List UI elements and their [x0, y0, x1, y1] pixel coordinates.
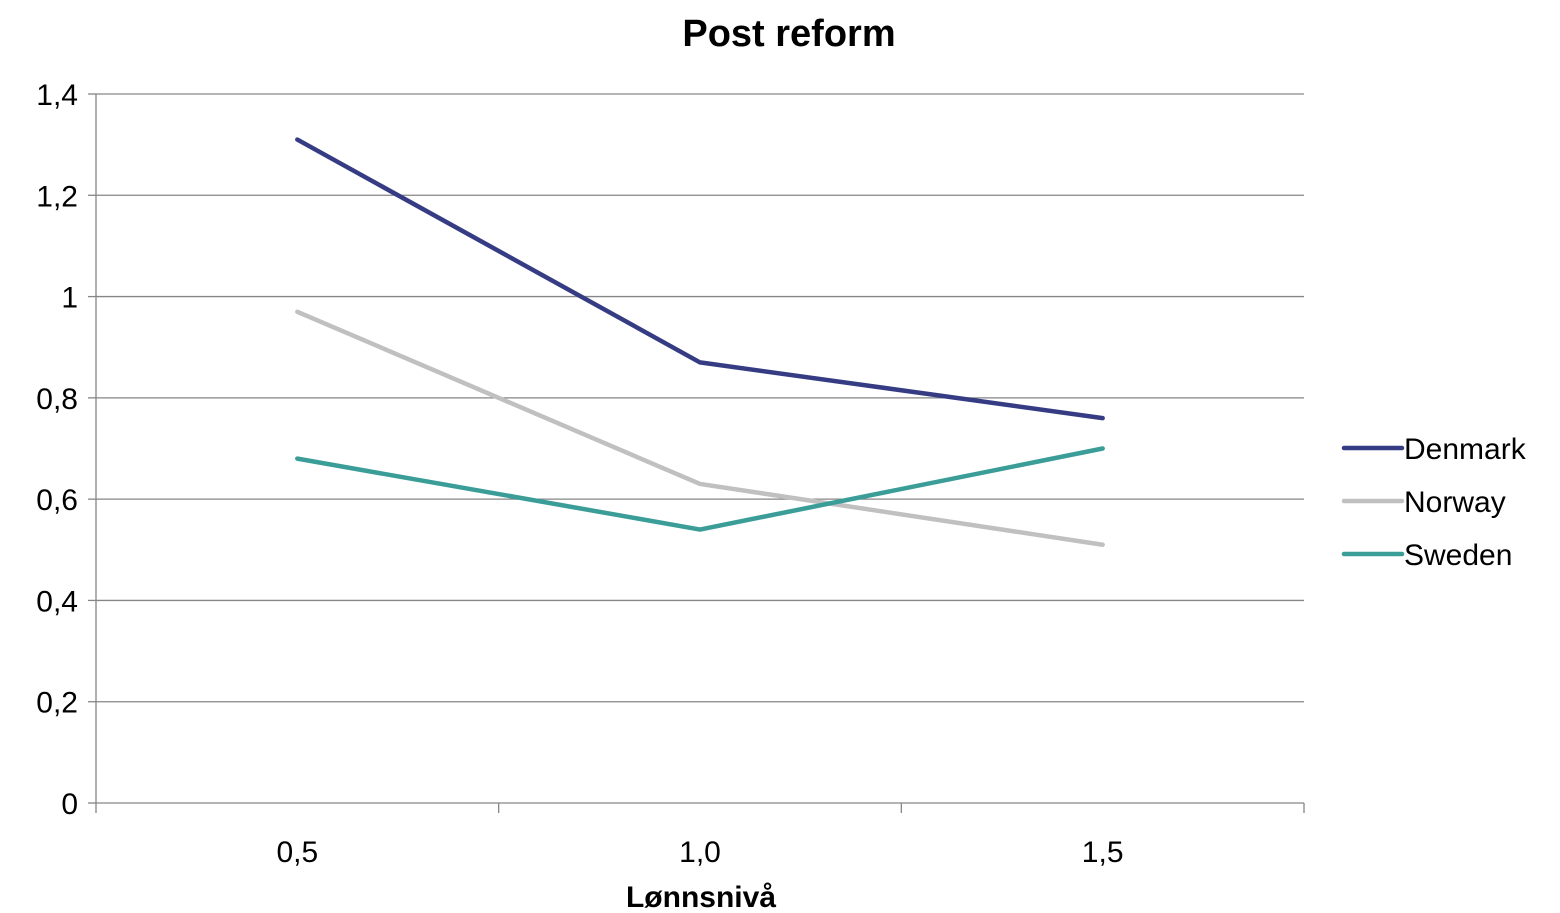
- legend-label-sweden: Sweden: [1404, 539, 1512, 572]
- y-tick-label: 1,4: [36, 79, 78, 112]
- x-tick-label: 1,5: [1082, 836, 1124, 869]
- y-tick-label: 0,2: [36, 687, 78, 720]
- legend-label-denmark: Denmark: [1404, 433, 1527, 466]
- chart-title: Post reform: [682, 13, 895, 55]
- y-tick-label: 1,2: [36, 180, 78, 213]
- series-lines: [295, 137, 1105, 547]
- x-tick-label: 0,5: [276, 836, 318, 869]
- x-axis-title: Lønnsnivå: [626, 881, 776, 913]
- series-line-denmark: [295, 137, 1105, 421]
- y-tick-label: 0,6: [36, 484, 78, 517]
- series-line-sweden: [295, 446, 1105, 532]
- legend-label-norway: Norway: [1404, 486, 1506, 519]
- x-tick-label: 1,0: [679, 836, 721, 869]
- gridlines: [96, 93, 1304, 703]
- legend: Denmark Norway Sweden: [1341, 433, 1527, 572]
- y-tick-label: 0: [61, 788, 78, 821]
- y-tick-label: 1: [61, 282, 78, 315]
- series-line-norway: [295, 309, 1105, 547]
- y-tick-label: 0,4: [36, 585, 78, 618]
- axes: 0 0,2 0,4 0,6 0,8 1 1,2 1,4 0,5 1,0 1,5: [36, 79, 1305, 869]
- y-tick-label: 0,8: [36, 383, 78, 416]
